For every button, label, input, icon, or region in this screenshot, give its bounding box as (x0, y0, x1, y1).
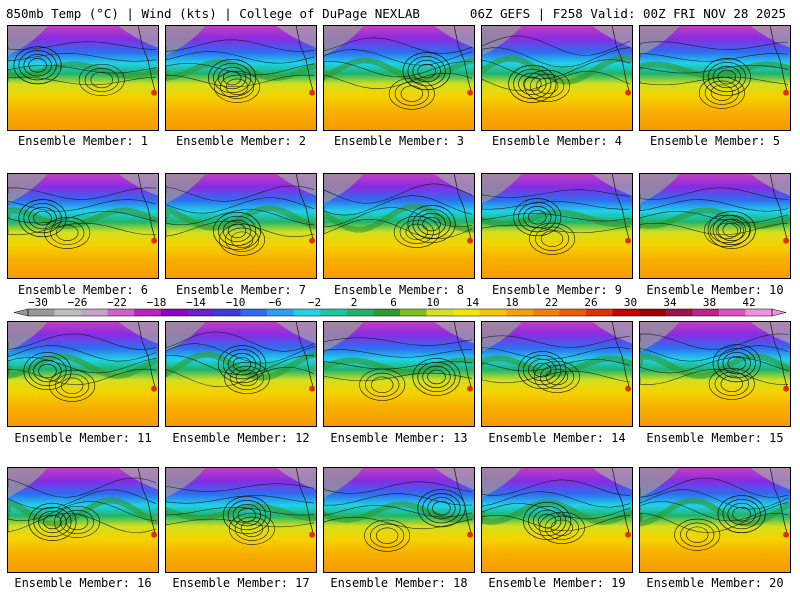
ensemble-map-9 (481, 173, 633, 279)
ensemble-member-label: Ensemble Member: 17 (172, 576, 310, 590)
run-valid-time: 06Z GEFS | F258 Valid: 00Z FRI NOV 28 20… (469, 6, 786, 21)
ensemble-member-label: Ensemble Member: 3 (333, 134, 465, 148)
colorbar-swatch (745, 309, 773, 316)
chart-title: 850mb Temp (°C) | Wind (kts) | College o… (6, 6, 420, 21)
ensemble-map-7 (165, 173, 317, 279)
colorbar-tick-label: 26 (584, 296, 597, 309)
colorbar-swatch (506, 309, 534, 316)
ensemble-map-15 (639, 321, 791, 427)
temperature-color-scale: −30 −26 −22 −18 −14 −10 −6 −2 2 6 10 14 18 22 26 30 34 38… (13, 296, 787, 317)
ensemble-member-label: Ensemble Member: 7 (175, 283, 307, 297)
colorbar-tick-label: −2 (308, 296, 321, 309)
colorbar-swatch (293, 309, 321, 316)
colorbar-tick-label: 10 (426, 296, 439, 309)
colorbar-swatch (134, 309, 162, 316)
colorbar-swatch (586, 309, 613, 316)
ensemble-member-label: Ensemble Member: 4 (491, 134, 623, 148)
ensemble-map-6 (7, 173, 159, 279)
colorbar-swatch (160, 309, 188, 316)
colorbar-swatch (718, 309, 746, 316)
ensemble-map-18 (323, 467, 475, 573)
ensemble-member-label: Ensemble Member: 12 (172, 431, 310, 445)
ensemble-member-label: Ensemble Member: 5 (649, 134, 781, 148)
colorbar-tick-label: 38 (703, 296, 716, 309)
colorbar-tick-label: −10 (226, 296, 246, 309)
ensemble-member-label: Ensemble Member: 9 (491, 283, 623, 297)
colorbar-swatch (479, 309, 507, 316)
ensemble-member-label: Ensemble Member: 8 (333, 283, 465, 297)
ensemble-member-label: Ensemble Member: 6 (17, 283, 149, 297)
colorbar-tick-label: 30 (624, 296, 637, 309)
colorbar-swatch (400, 309, 427, 316)
ensemble-map-2 (165, 25, 317, 131)
colorbar-swatch (559, 309, 587, 316)
colorbar-swatch (426, 309, 454, 316)
ensemble-map-4 (481, 25, 633, 131)
ensemble-member-label: Ensemble Member: 1 (17, 134, 149, 148)
ensemble-map-12 (165, 321, 317, 427)
ensemble-map-8 (323, 173, 475, 279)
ensemble-member-label: Ensemble Member: 10 (646, 283, 784, 297)
ensemble-member-label: Ensemble Member: 16 (14, 576, 152, 590)
colorbar-swatch (54, 309, 82, 316)
ensemble-member-label: Ensemble Member: 15 (646, 431, 784, 445)
colorbar-tick-label: −6 (268, 296, 281, 309)
ensemble-map-17 (165, 467, 317, 573)
ensemble-map-5 (639, 25, 791, 131)
colorbar-swatch (453, 309, 481, 316)
ensemble-map-14 (481, 321, 633, 427)
colorbar-tick-label: −26 (68, 296, 88, 309)
colorbar-tick-label: 14 (466, 296, 480, 309)
ensemble-member-label: Ensemble Member: 11 (14, 431, 152, 445)
ensemble-map-16 (7, 467, 159, 573)
colorbar-swatch (81, 309, 109, 316)
colorbar-swatch (612, 309, 640, 316)
colorbar-tick-label: −18 (147, 296, 167, 309)
colorbar-swatch (346, 309, 374, 316)
ensemble-map-13 (323, 321, 475, 427)
ensemble-member-label: Ensemble Member: 20 (646, 576, 784, 590)
colorbar-tick-label: 18 (505, 296, 518, 309)
ensemble-map-11 (7, 321, 159, 427)
colorbar-swatch (267, 309, 295, 316)
colorbar-swatch (532, 309, 560, 316)
colorbar-swatch (107, 309, 135, 316)
ensemble-map-3 (323, 25, 475, 131)
ensemble-map-20 (639, 467, 791, 573)
colorbar-swatch (373, 309, 401, 316)
colorbar-tick-label: 42 (742, 296, 755, 309)
colorbar-tick-label: 22 (545, 296, 558, 309)
colorbar-tick-label: −30 (28, 296, 48, 309)
colorbar-swatch (240, 309, 268, 316)
colorbar-swatch (187, 309, 215, 316)
colorbar-swatch (28, 309, 55, 316)
colorbar-swatch (665, 309, 693, 316)
ensemble-map-19 (481, 467, 633, 573)
colorbar-tick-label: −22 (107, 296, 127, 309)
colorbar-swatch (320, 309, 348, 316)
ensemble-member-label: Ensemble Member: 18 (330, 576, 468, 590)
colorbar-tick-label: 34 (663, 296, 677, 309)
ensemble-member-label: Ensemble Member: 2 (175, 134, 307, 148)
colorbar-tick-label: −14 (186, 296, 206, 309)
colorbar-tick-label: 6 (390, 296, 397, 309)
ensemble-member-label: Ensemble Member: 13 (330, 431, 468, 445)
ensemble-member-label: Ensemble Member: 19 (488, 576, 626, 590)
colorbar-swatch (639, 309, 667, 316)
ensemble-member-label: Ensemble Member: 14 (488, 431, 626, 445)
colorbar-swatch (214, 309, 241, 316)
ensemble-map-10 (639, 173, 791, 279)
colorbar-tick-label: 2 (351, 296, 358, 309)
ensemble-map-1 (7, 25, 159, 131)
colorbar-swatch (692, 309, 720, 316)
